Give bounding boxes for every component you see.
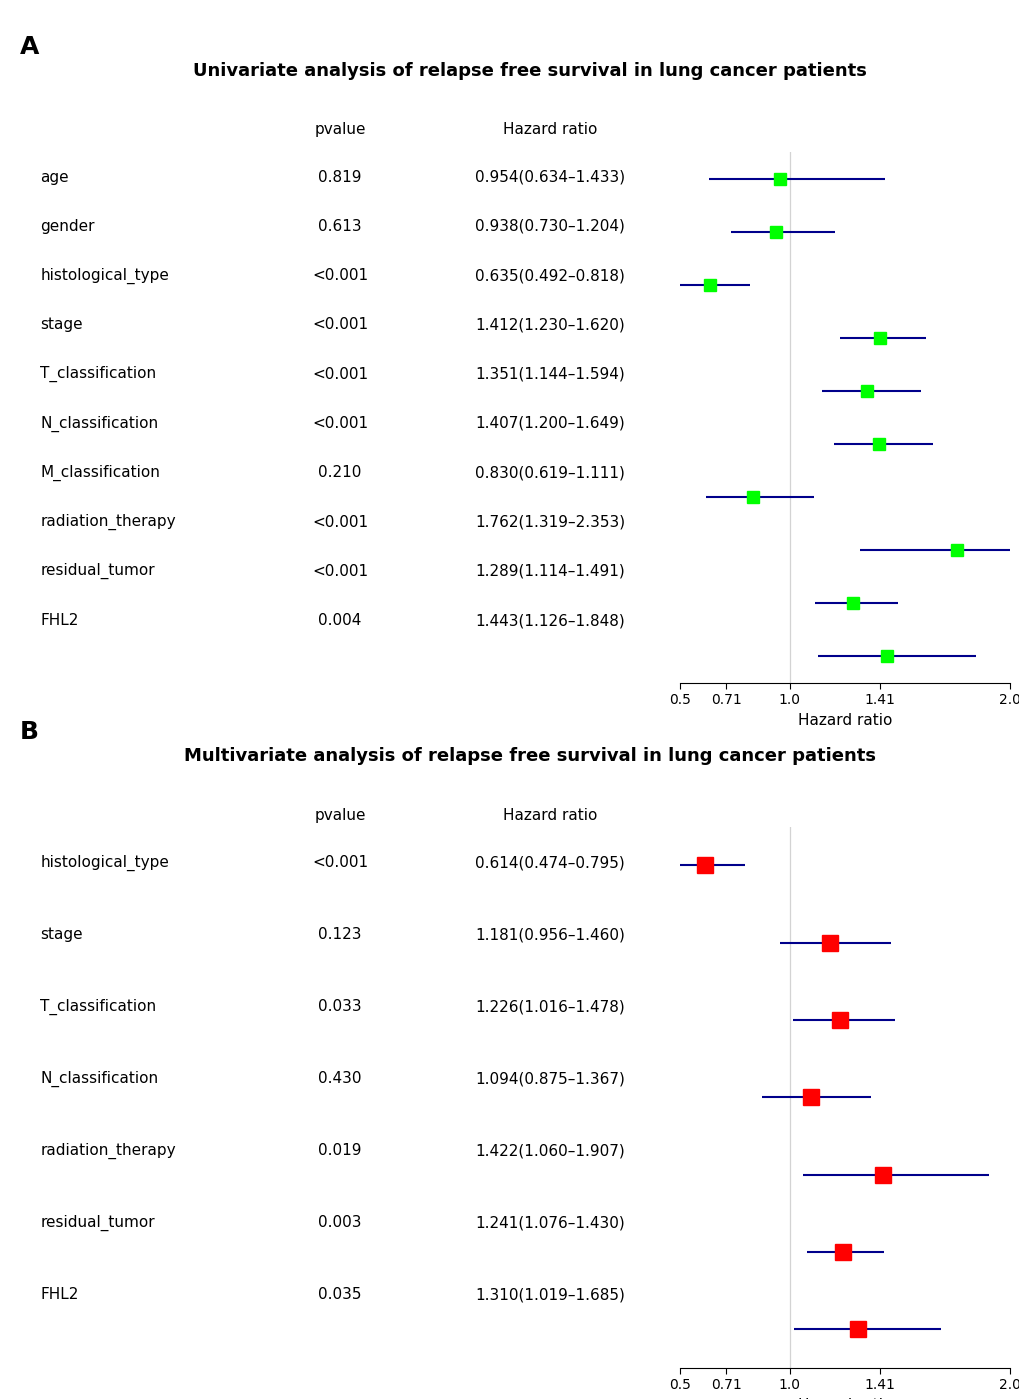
- Text: 0.019: 0.019: [318, 1143, 362, 1158]
- Text: 0.430: 0.430: [318, 1072, 362, 1086]
- Text: <0.001: <0.001: [312, 564, 368, 579]
- Text: <0.001: <0.001: [312, 416, 368, 431]
- Text: 1.226(1.016–1.478): 1.226(1.016–1.478): [475, 999, 625, 1014]
- Text: 1.443(1.126–1.848): 1.443(1.126–1.848): [475, 613, 625, 628]
- Text: N_classification: N_classification: [40, 416, 158, 431]
- Text: 0.035: 0.035: [318, 1287, 362, 1302]
- Text: 0.819: 0.819: [318, 169, 362, 185]
- Text: 0.830(0.619–1.111): 0.830(0.619–1.111): [475, 466, 625, 480]
- X-axis label: Hazard ratio: Hazard ratio: [797, 712, 892, 727]
- Text: 1.241(1.076–1.430): 1.241(1.076–1.430): [475, 1216, 625, 1230]
- Text: 0.938(0.730–1.204): 0.938(0.730–1.204): [475, 218, 625, 234]
- Text: M_classification: M_classification: [40, 464, 160, 481]
- Text: B: B: [20, 720, 39, 744]
- Text: <0.001: <0.001: [312, 269, 368, 283]
- Text: gender: gender: [40, 218, 95, 234]
- Text: N_classification: N_classification: [40, 1070, 158, 1087]
- Text: 0.003: 0.003: [318, 1216, 362, 1230]
- Text: 0.033: 0.033: [318, 999, 362, 1014]
- Text: T_classification: T_classification: [40, 367, 156, 382]
- Text: 1.762(1.319–2.353): 1.762(1.319–2.353): [475, 515, 625, 529]
- Text: <0.001: <0.001: [312, 515, 368, 529]
- Text: age: age: [40, 169, 68, 185]
- Text: A: A: [20, 35, 40, 59]
- Text: 1.422(1.060–1.907): 1.422(1.060–1.907): [475, 1143, 625, 1158]
- Text: Hazard ratio: Hazard ratio: [502, 122, 596, 137]
- Text: 1.407(1.200–1.649): 1.407(1.200–1.649): [475, 416, 625, 431]
- Text: 0.613: 0.613: [318, 218, 362, 234]
- Text: pvalue: pvalue: [314, 807, 366, 823]
- Text: 0.004: 0.004: [318, 613, 362, 628]
- Text: histological_type: histological_type: [40, 855, 169, 870]
- Text: <0.001: <0.001: [312, 318, 368, 333]
- Text: 1.351(1.144–1.594): 1.351(1.144–1.594): [475, 367, 625, 382]
- Text: pvalue: pvalue: [314, 122, 366, 137]
- Text: 1.412(1.230–1.620): 1.412(1.230–1.620): [475, 318, 625, 333]
- Text: 0.635(0.492–0.818): 0.635(0.492–0.818): [475, 269, 625, 283]
- Text: residual_tumor: residual_tumor: [40, 564, 155, 579]
- Text: Univariate analysis of relapse free survival in lung cancer patients: Univariate analysis of relapse free surv…: [193, 62, 866, 80]
- Text: 0.614(0.474–0.795): 0.614(0.474–0.795): [475, 855, 625, 870]
- Text: residual_tumor: residual_tumor: [40, 1214, 155, 1231]
- Text: 0.123: 0.123: [318, 928, 362, 942]
- Text: <0.001: <0.001: [312, 367, 368, 382]
- Text: 1.094(0.875–1.367): 1.094(0.875–1.367): [475, 1072, 625, 1086]
- Text: <0.001: <0.001: [312, 855, 368, 870]
- Text: Hazard ratio: Hazard ratio: [502, 807, 596, 823]
- Text: 1.310(1.019–1.685): 1.310(1.019–1.685): [475, 1287, 625, 1302]
- Text: FHL2: FHL2: [40, 1287, 78, 1302]
- Text: stage: stage: [40, 318, 83, 333]
- Text: FHL2: FHL2: [40, 613, 78, 628]
- Text: 0.954(0.634–1.433): 0.954(0.634–1.433): [475, 169, 625, 185]
- Text: radiation_therapy: radiation_therapy: [40, 1143, 175, 1158]
- Text: Multivariate analysis of relapse free survival in lung cancer patients: Multivariate analysis of relapse free su…: [183, 747, 875, 765]
- Text: stage: stage: [40, 928, 83, 942]
- Text: 1.181(0.956–1.460): 1.181(0.956–1.460): [475, 928, 625, 942]
- Text: 0.210: 0.210: [318, 466, 362, 480]
- Text: T_classification: T_classification: [40, 999, 156, 1014]
- Text: radiation_therapy: radiation_therapy: [40, 513, 175, 530]
- Text: 1.289(1.114–1.491): 1.289(1.114–1.491): [475, 564, 625, 579]
- Text: histological_type: histological_type: [40, 267, 169, 284]
